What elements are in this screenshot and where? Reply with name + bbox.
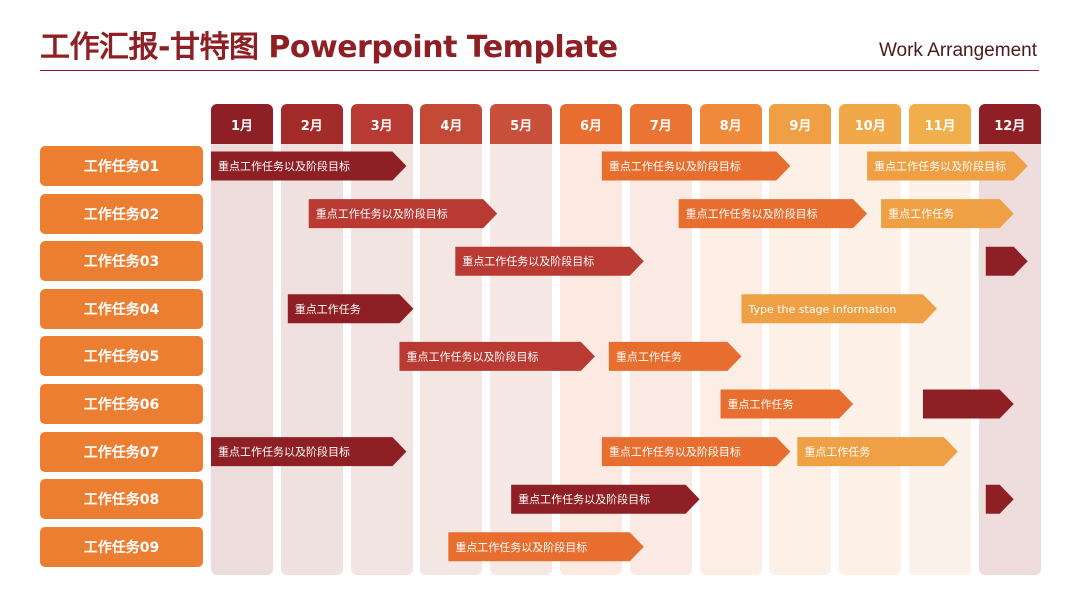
gantt-bar-label: 重点工作任务 (888, 207, 954, 221)
task-label: 工作任务03 (40, 241, 203, 282)
month-header: 8月 (699, 104, 762, 144)
month-header: 6月 (560, 104, 622, 144)
gantt-bar: 重点工作任务以及阶段目标 (211, 151, 407, 181)
month-header: 5月 (490, 104, 553, 144)
gantt-bar-label: 重点工作任务 (804, 445, 870, 459)
month-column (350, 104, 413, 575)
gantt-bar: 重点工作任务以及阶段目标 (455, 246, 644, 276)
task-label: 工作任务07 (40, 431, 203, 472)
month-header: 4月 (420, 104, 483, 144)
gantt-bar-label: 重点工作任务以及阶段目标 (462, 254, 594, 268)
page-title: 工作汇报-甘特图 Powerpoint Template (40, 30, 618, 65)
gantt-bar-label: 重点工作任务以及阶段目标 (316, 207, 448, 221)
gantt-bar (922, 389, 1014, 419)
month-column (280, 104, 343, 575)
gantt-bar-label: 重点工作任务以及阶段目标 (406, 349, 538, 363)
gantt-bar-arrow (211, 437, 407, 467)
month-header: 7月 (629, 104, 692, 144)
month-header: 1月 (211, 104, 273, 144)
gantt-bar-label: 重点工作任务以及阶段目标 (609, 159, 741, 173)
gantt-bar-arrow (881, 199, 1014, 229)
gantt-bar: 重点工作任务 (720, 389, 854, 419)
task-label: 工作任务01 (40, 146, 203, 186)
gantt-bar: Type the stage information (741, 294, 937, 324)
gantt-bar-label: 重点工作任务以及阶段目标 (518, 492, 650, 506)
task-label: 工作任务05 (40, 336, 203, 377)
task-label: 工作任务02 (40, 193, 203, 234)
gantt-bar-arrow (287, 294, 414, 324)
gantt-bar-arrow (797, 437, 958, 467)
gantt-bar-label: 重点工作任务 (616, 349, 682, 363)
gantt-bar-arrow (741, 294, 937, 324)
gantt-bar: 重点工作任务以及阶段目标 (678, 199, 868, 229)
gantt-bar: 重点工作任务 (881, 199, 1014, 229)
gantt-bar-arrow (608, 341, 742, 371)
gantt-bar: 重点工作任务以及阶段目标 (308, 199, 498, 229)
gantt-bar (985, 484, 1014, 514)
gantt-bar: 重点工作任务以及阶段目标 (867, 151, 1028, 181)
gantt-bar-arrow (985, 246, 1028, 276)
month-column (839, 104, 902, 575)
gantt-bar-label: 重点工作任务以及阶段目标 (874, 159, 1006, 173)
task-label: 工作任务04 (40, 288, 203, 329)
task-label: 工作任务06 (40, 384, 203, 424)
gantt-bar-arrow (211, 151, 407, 181)
gantt-bar-arrow (678, 199, 868, 229)
gantt-bar-arrow (985, 484, 1014, 514)
month-column (769, 104, 832, 575)
gantt-bar-label: 重点工作任务以及阶段目标 (218, 159, 350, 173)
gantt-bar-arrow (455, 246, 644, 276)
gantt-bar: 重点工作任务以及阶段目标 (399, 341, 595, 371)
page-subtitle: Work Arrangement (878, 40, 1037, 61)
gantt-bar-arrow (399, 341, 595, 371)
gantt-bar (985, 246, 1028, 276)
gantt-bar: 重点工作任务以及阶段目标 (448, 532, 644, 562)
month-header: 2月 (280, 104, 343, 144)
gantt-bar-arrow (601, 437, 791, 467)
gantt-bar-arrow (922, 389, 1014, 419)
gantt-bar-label: 重点工作任务以及阶段目标 (218, 445, 350, 459)
gantt-bar-arrow (867, 151, 1028, 181)
gantt-bar-arrow (511, 484, 700, 514)
month-header: 10月 (839, 104, 902, 144)
gantt-bar-label: 重点工作任务以及阶段目标 (455, 540, 587, 554)
gantt-bar-arrow (720, 389, 854, 419)
month-header: 9月 (769, 104, 832, 144)
gantt-bar: 重点工作任务 (797, 437, 958, 467)
month-header: 12月 (978, 104, 1041, 144)
gantt-bar-label: 重点工作任务 (728, 397, 794, 411)
month-header: 11月 (909, 104, 971, 144)
gantt-bar: 重点工作任务以及阶段目标 (601, 151, 791, 181)
month-column (211, 104, 273, 575)
month-column (909, 104, 971, 575)
gantt-bar-label: 重点工作任务以及阶段目标 (686, 207, 818, 221)
month-column (699, 104, 762, 575)
gantt-bar-label: 重点工作任务以及阶段目标 (609, 445, 741, 459)
gantt-bar: 重点工作任务 (608, 341, 742, 371)
task-label: 工作任务08 (40, 479, 203, 520)
gantt-bar-label: Type the stage information (747, 303, 896, 316)
gantt-bar: 重点工作任务以及阶段目标 (601, 437, 791, 467)
month-column (420, 104, 483, 575)
gantt-bar: 重点工作任务以及阶段目标 (211, 437, 407, 467)
month-header: 3月 (350, 104, 413, 144)
gantt-bar-arrow (601, 151, 791, 181)
task-label: 工作任务09 (40, 526, 203, 567)
title-divider (40, 70, 1039, 71)
gantt-bar: 重点工作任务 (287, 294, 414, 324)
gantt-bar-arrow (308, 199, 498, 229)
gantt-bar-arrow (448, 532, 644, 562)
gantt-bar-label: 重点工作任务 (295, 302, 361, 316)
gantt-bar: 重点工作任务以及阶段目标 (511, 484, 700, 514)
